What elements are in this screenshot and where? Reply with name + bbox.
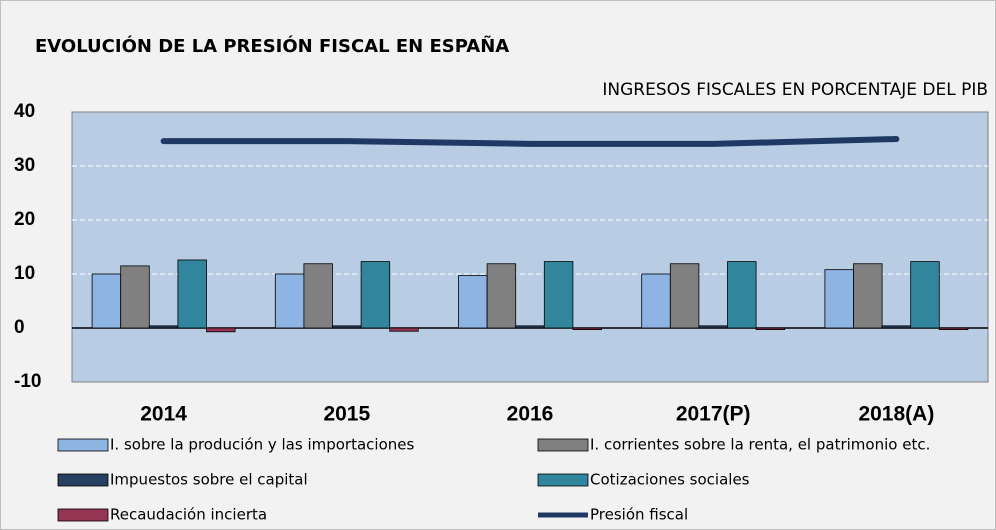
bar [177,259,207,329]
bar [910,261,940,329]
bar [360,261,391,329]
bar [641,273,671,329]
bar [853,263,883,329]
bar [148,325,179,329]
y-tick-label: 10 [14,263,35,284]
y-tick-label: 20 [14,209,35,230]
legend-label: Cotizaciones sociales [590,471,750,489]
y-tick-label: 30 [14,155,35,176]
legend-swatch [57,438,109,452]
bar [881,325,912,329]
bar [389,327,419,332]
bar [938,327,969,331]
bar [698,325,728,329]
bar [458,275,488,329]
chart-title: EVOLUCIÓN DE LA PRESIÓN FISCAL EN ESPAÑA [35,34,509,57]
legend-label: Presión fiscal [590,506,688,524]
legend-swatch [57,473,109,487]
chart-subtitle: INGRESOS FISCALES EN PORCENTAJE DEL PIB [602,80,988,100]
legend-label: Impuestos sobre el capital [110,471,308,489]
bar [486,263,517,329]
bar [91,273,122,329]
bar [572,327,602,331]
y-tick-label: -10 [14,371,41,392]
y-tick-label: 0 [14,317,25,338]
bar [515,325,545,329]
x-tick-label: 2014 [140,403,187,426]
plot-area [71,111,989,383]
bar [543,261,574,329]
line-series [160,136,900,147]
x-tick-label: 2016 [507,403,554,426]
x-tick-label: 2017(P) [676,403,751,426]
bar [824,269,854,329]
bar [274,273,305,329]
x-tick-label: 2015 [323,403,370,426]
bar [755,327,786,331]
bar [303,263,333,329]
legend-swatch [57,508,109,522]
legend-swatch [537,438,589,452]
y-tick-label: 40 [14,101,35,122]
x-tick-label: 2018(A) [858,403,934,426]
bar [332,325,362,329]
legend-label: I. corrientes sobre la renta, el patrimo… [590,436,930,454]
bar [727,261,757,329]
legend-label: Recaudación incierta [110,506,267,524]
legend-label: I. sobre la produción y las importacione… [110,436,414,454]
bar [669,263,700,329]
legend-swatch [537,473,589,487]
bar [206,327,236,333]
bar [120,265,150,329]
